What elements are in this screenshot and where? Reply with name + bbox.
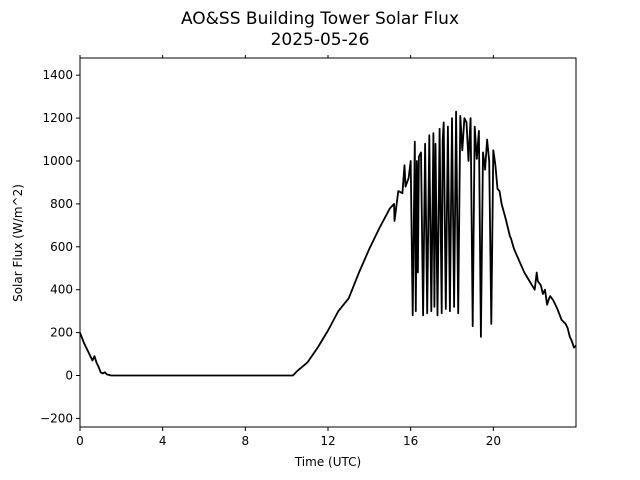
y-axis-label: Solar Flux (W/m^2)	[11, 184, 25, 302]
y-tick-label: 0	[65, 369, 73, 383]
y-tick-label: 1200	[42, 111, 73, 125]
y-tick-label: 400	[50, 283, 73, 297]
plot-area	[80, 58, 576, 427]
series-line-0	[79, 110, 577, 377]
x-tick-label: 0	[76, 434, 84, 448]
x-tick-label: 20	[486, 434, 501, 448]
x-tick-label: 12	[320, 434, 335, 448]
y-tick-label: 1000	[42, 154, 73, 168]
data-layer	[79, 110, 577, 377]
x-tick-label: 4	[159, 434, 167, 448]
y-tick-label: 200	[50, 326, 73, 340]
y-tick-label: 600	[50, 240, 73, 254]
x-tick-label: 16	[403, 434, 418, 448]
y-tick-label: 1400	[42, 68, 73, 82]
chart-subtitle: 2025-05-26	[271, 30, 370, 50]
y-tick-label: 800	[50, 197, 73, 211]
plot-frame	[79, 57, 577, 428]
x-tick-label: 8	[242, 434, 250, 448]
x-axis-label: Time (UTC)	[294, 455, 361, 469]
chart-title: AO&SS Building Tower Solar Flux	[181, 9, 459, 29]
y-tick-label: −200	[40, 411, 73, 425]
